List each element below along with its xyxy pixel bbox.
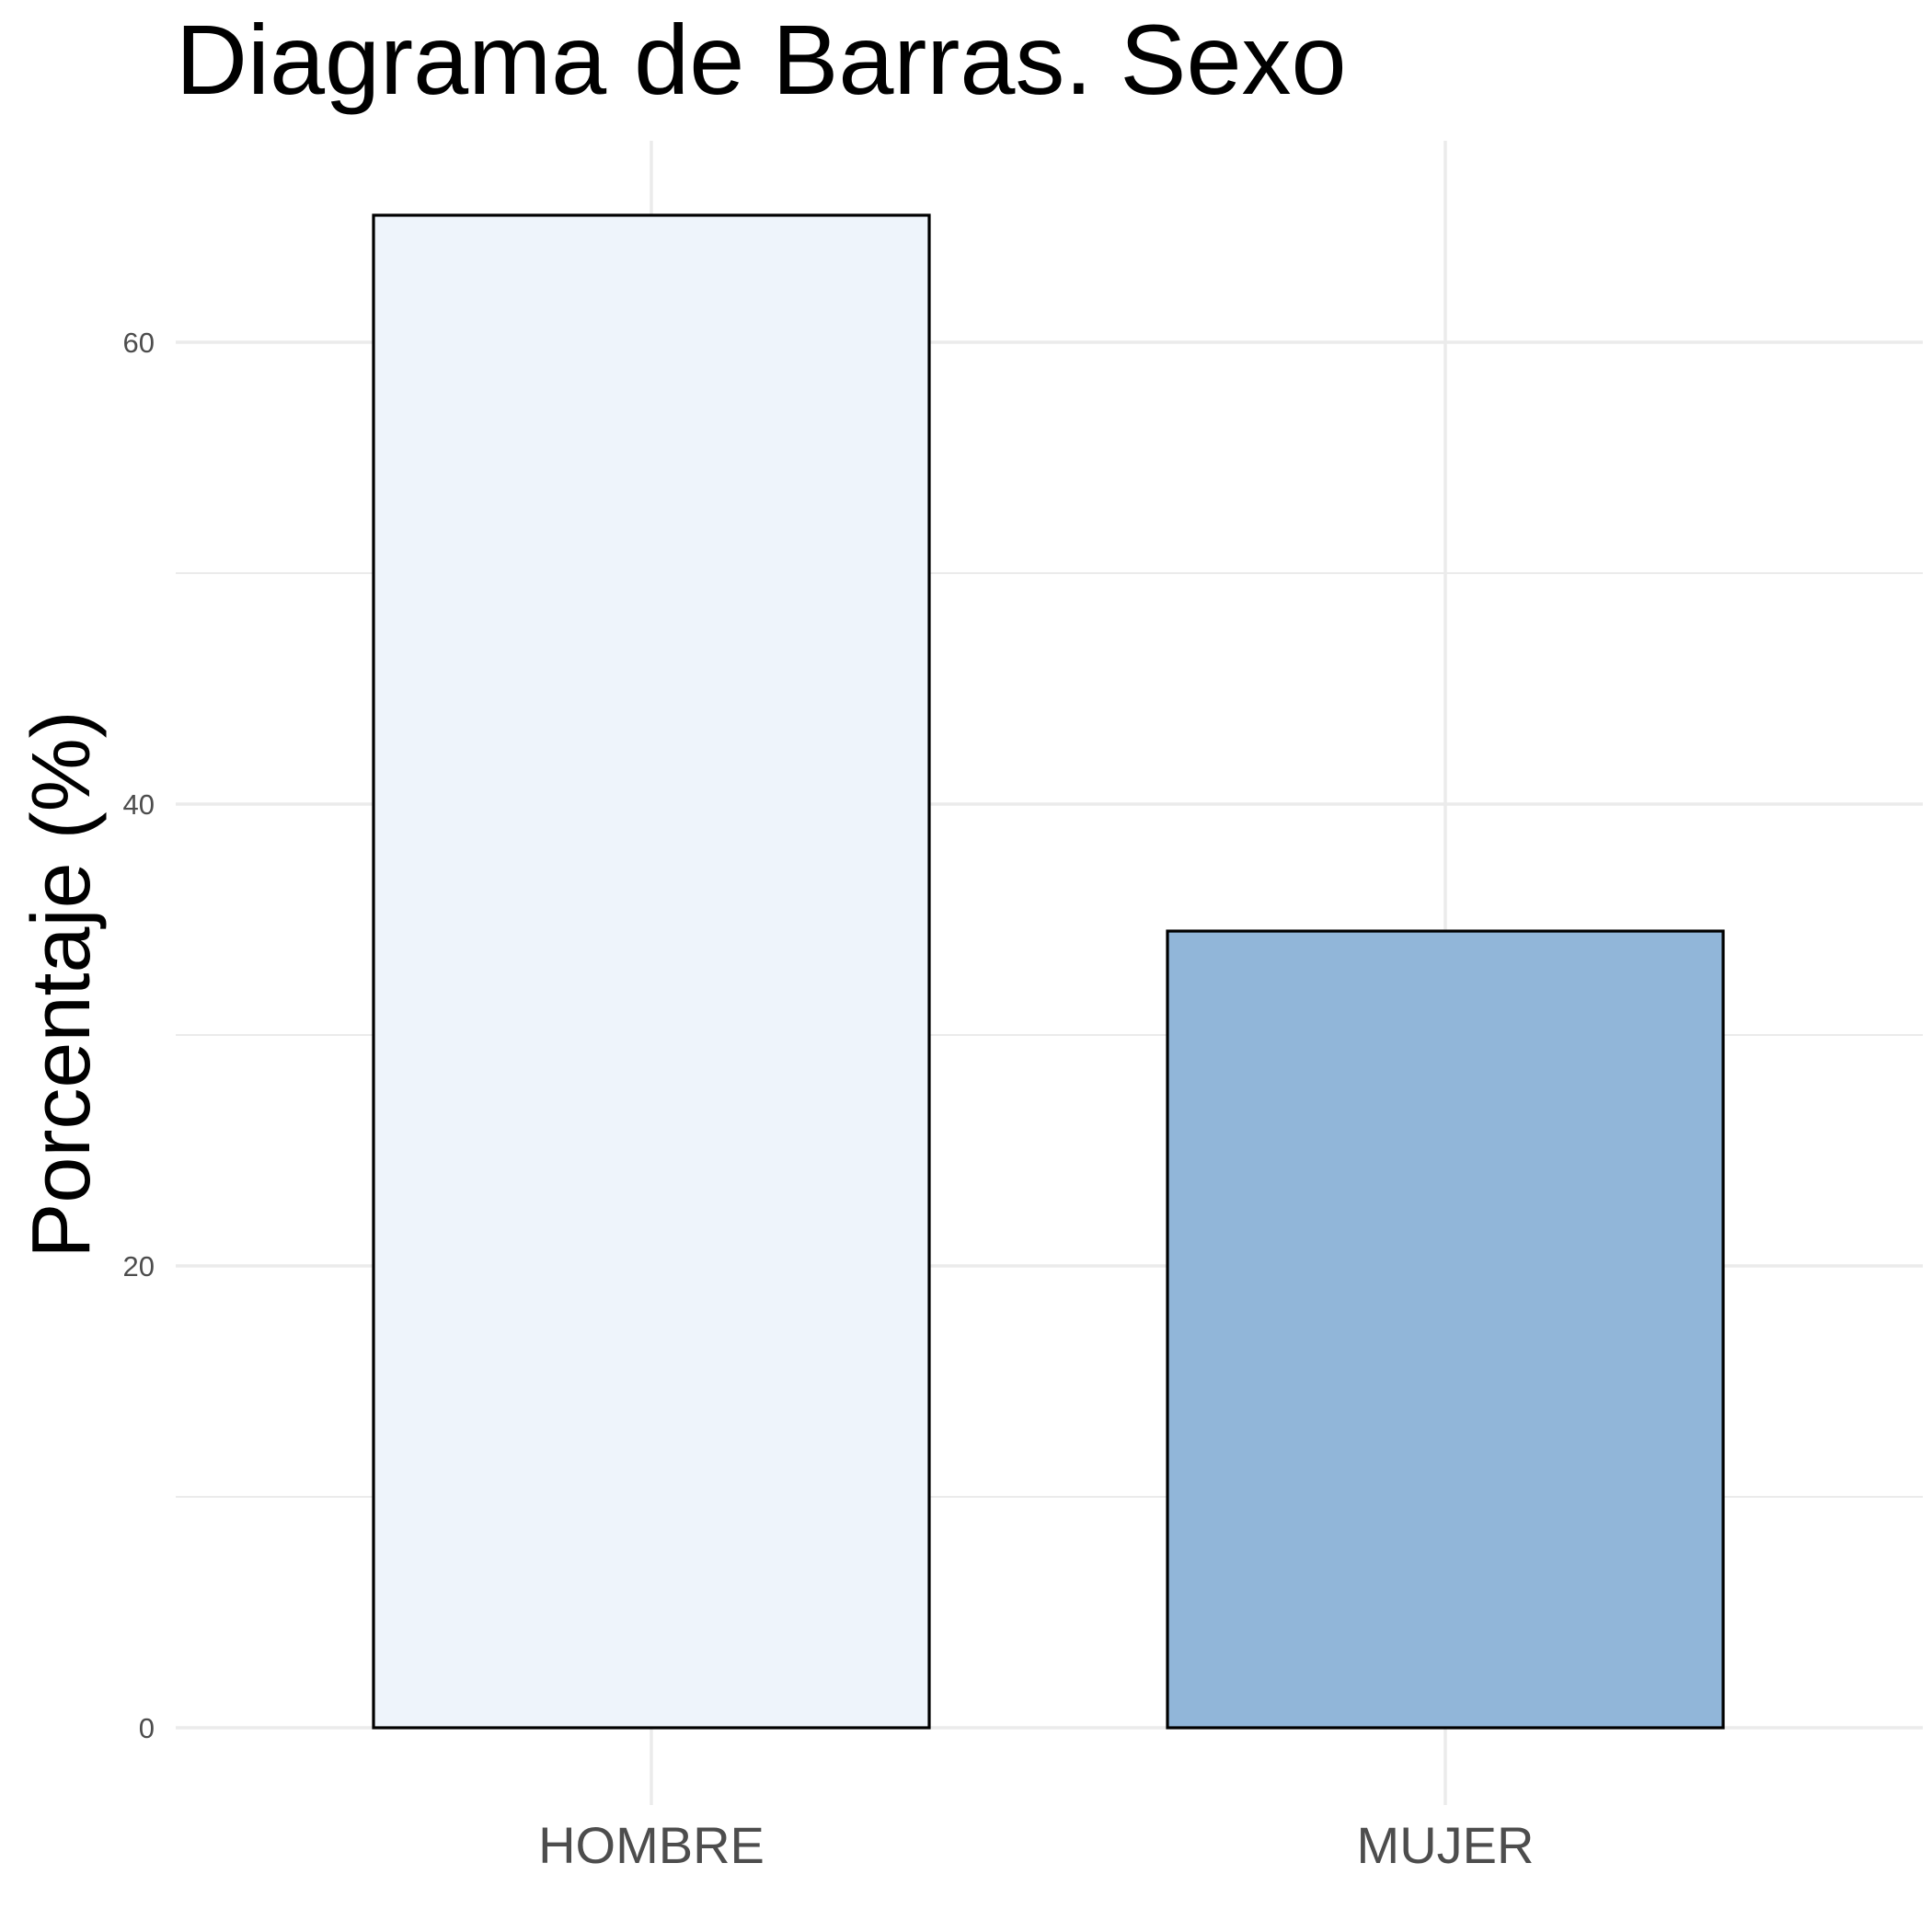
y-tick-label: 40	[123, 788, 155, 821]
y-tick-labels: 0 20 40 60	[123, 327, 155, 1744]
bar-mujer	[1166, 929, 1725, 1730]
y-tick-label: 20	[123, 1250, 155, 1282]
x-tick-label: MUJER	[1357, 1816, 1535, 1874]
x-tick-labels: HOMBRE MUJER	[538, 1816, 1534, 1874]
bars	[372, 213, 1725, 1730]
y-tick-label: 60	[123, 327, 155, 359]
x-tick-label: HOMBRE	[538, 1816, 765, 1874]
y-tick-label: 0	[139, 1712, 155, 1744]
bar-hombre	[372, 213, 931, 1730]
y-axis-label: Porcentaje (%)	[16, 710, 108, 1258]
chart-title: Diagrama de Barras. Sexo	[176, 4, 1347, 115]
